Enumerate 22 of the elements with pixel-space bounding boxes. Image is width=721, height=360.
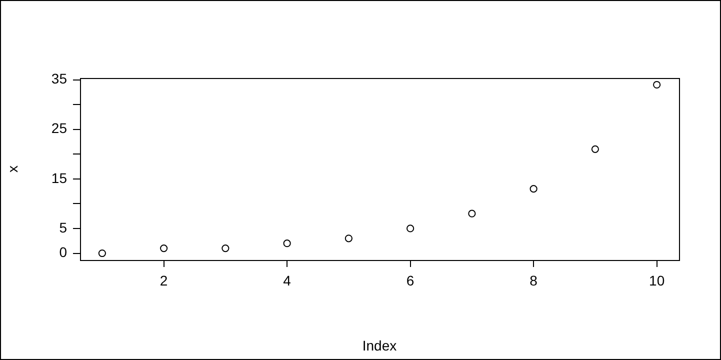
x-tick-label: 8 bbox=[530, 272, 538, 288]
point bbox=[591, 145, 599, 153]
point bbox=[530, 185, 538, 193]
point bbox=[344, 234, 352, 242]
point bbox=[222, 244, 230, 252]
x-tick-label: 4 bbox=[283, 272, 292, 288]
y-tick-label: 15 bbox=[51, 170, 68, 186]
point bbox=[406, 224, 414, 232]
y-tick-label: 0 bbox=[59, 244, 68, 260]
point bbox=[468, 210, 476, 218]
y-axis-title: x bbox=[4, 166, 20, 172]
point bbox=[98, 249, 106, 258]
y-tick-label: 25 bbox=[51, 120, 68, 136]
point bbox=[653, 80, 661, 89]
x-tick-label: 10 bbox=[649, 272, 665, 288]
x-tick-label: 2 bbox=[160, 272, 168, 288]
point bbox=[283, 240, 291, 248]
point bbox=[160, 244, 168, 252]
x-axis-title: Index bbox=[362, 337, 397, 354]
y-tick-label: 5 bbox=[59, 219, 68, 236]
y-tick-label: 35 bbox=[51, 70, 68, 87]
x-tick-label: 6 bbox=[406, 272, 414, 288]
